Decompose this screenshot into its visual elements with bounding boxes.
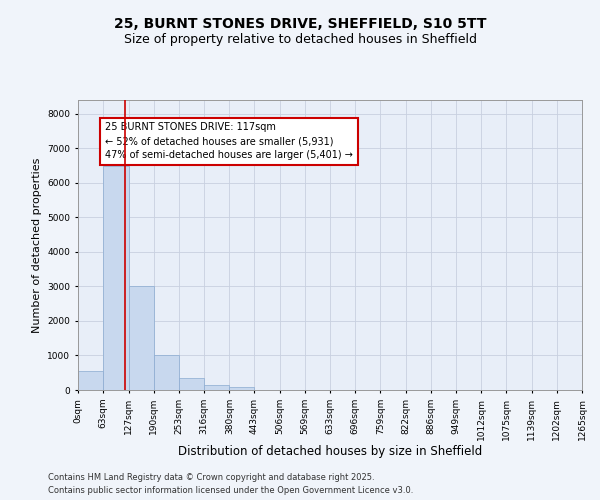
Bar: [128, 286, 154, 390]
Text: Contains HM Land Registry data © Crown copyright and database right 2025.
Contai: Contains HM Land Registry data © Crown c…: [48, 474, 413, 495]
Bar: [103, 166, 128, 390]
Bar: [229, 387, 254, 390]
Text: Size of property relative to detached houses in Sheffield: Size of property relative to detached ho…: [124, 32, 476, 46]
Bar: [179, 378, 204, 390]
Bar: [78, 370, 103, 390]
X-axis label: Distribution of detached houses by size in Sheffield: Distribution of detached houses by size …: [178, 446, 482, 458]
Bar: [204, 385, 229, 390]
Bar: [154, 356, 179, 390]
Text: 25, BURNT STONES DRIVE, SHEFFIELD, S10 5TT: 25, BURNT STONES DRIVE, SHEFFIELD, S10 5…: [114, 18, 486, 32]
Text: 25 BURNT STONES DRIVE: 117sqm
← 52% of detached houses are smaller (5,931)
47% o: 25 BURNT STONES DRIVE: 117sqm ← 52% of d…: [105, 122, 353, 160]
Y-axis label: Number of detached properties: Number of detached properties: [32, 158, 42, 332]
